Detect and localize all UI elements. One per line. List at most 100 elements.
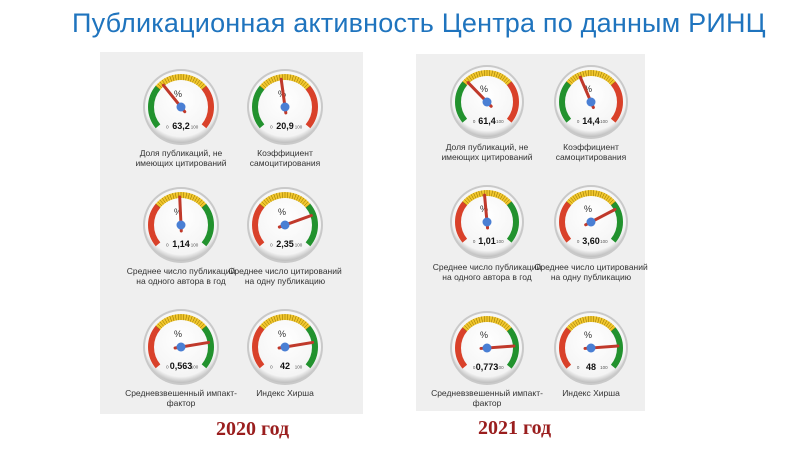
gauge-value: 3,60 — [582, 236, 600, 246]
gauge-unit: % — [174, 89, 182, 99]
gauge-min: 0 — [473, 119, 476, 124]
gauge-tick — [582, 71, 585, 77]
gauge-unit: % — [480, 204, 488, 214]
gauge-hub — [482, 97, 492, 107]
gauge-band — [559, 327, 572, 369]
gauge-tick — [177, 74, 179, 81]
gauge-value: 61,4 — [478, 116, 496, 126]
gauge-tick — [155, 85, 161, 90]
gauge-min: 0 — [270, 365, 273, 370]
gauge-band — [506, 327, 519, 369]
gauge-tick — [610, 327, 616, 332]
gauge-tick — [289, 192, 291, 199]
gauge-unit: % — [480, 84, 488, 94]
gauge-tick — [597, 191, 600, 197]
gauge-tick — [196, 79, 201, 86]
gauge-band — [148, 325, 161, 369]
gauge-tick — [159, 321, 164, 327]
gauge-tick — [194, 318, 198, 324]
gauge-tick — [483, 70, 485, 77]
gauge-tick — [259, 85, 265, 90]
gauge-tick — [270, 316, 274, 323]
gauge-band — [252, 325, 265, 369]
gauge-tick — [593, 190, 595, 197]
gauge-tick — [491, 70, 493, 77]
gauge-value: 0,563 — [170, 361, 193, 371]
gauge-tick — [499, 320, 504, 326]
gauge-tick — [587, 70, 589, 77]
gauge-tick — [468, 321, 473, 327]
gauge-tick — [499, 194, 504, 200]
gauge-tick — [489, 316, 491, 323]
gauge-tick — [302, 321, 307, 327]
gauge-tick — [298, 78, 302, 84]
gauge-tick — [481, 316, 483, 323]
gauge-tick — [166, 194, 170, 201]
gauge-tick — [582, 317, 585, 323]
gauge-tick — [574, 320, 579, 326]
gauge-tick — [475, 71, 479, 78]
gauge-tick — [303, 201, 309, 207]
gauge-tick — [607, 197, 612, 203]
gauge-hub — [586, 217, 596, 227]
gauge-tick — [585, 316, 587, 323]
gauge-tick — [566, 201, 572, 206]
gauge-value: 48 — [586, 362, 596, 372]
gauge: % 0 100 63,2 Доля публикаций, не имеющих цит… — [116, 68, 246, 168]
gauge-tick — [187, 193, 190, 199]
gauge-tick — [199, 83, 205, 89]
gauge-tick — [296, 194, 300, 201]
gauge-tick — [302, 81, 307, 87]
gauge-band — [148, 203, 161, 247]
gauge-tick — [501, 321, 506, 327]
gauge-tick — [570, 77, 575, 83]
gauge: % 0 100 2,35 Среднее число цитирований на од… — [220, 186, 350, 286]
gauge-tick — [489, 190, 491, 197]
gauge-tick — [199, 323, 205, 329]
gauge-unit: % — [584, 330, 592, 340]
gauge-tick — [568, 79, 573, 84]
gauge-max: 100 — [295, 125, 303, 130]
gauge-hub — [482, 217, 492, 227]
gauge-tick — [466, 77, 471, 83]
gauge-band — [305, 203, 318, 247]
gauge-tick — [291, 315, 294, 321]
gauge-tick — [293, 193, 297, 200]
gauge-max: 100 — [600, 119, 608, 124]
gauge-tick — [466, 197, 471, 203]
gauge-tick — [585, 190, 587, 197]
gauge-tick — [194, 196, 198, 202]
gauge-value: 0,773 — [476, 362, 499, 372]
gauge-label: Индекс Хирша — [256, 388, 314, 398]
gauge-tick — [189, 315, 193, 322]
gauge-max: 100 — [496, 239, 504, 244]
gauge-tick — [572, 195, 577, 201]
gauge-tick — [483, 316, 485, 323]
gauge-max: 100 — [600, 239, 608, 244]
gauge-label: Доля публикаций, не имеющих цитирований — [441, 142, 533, 162]
gauge-tick — [265, 79, 270, 86]
gauge-tick — [464, 325, 469, 330]
gauge-tick — [601, 192, 605, 199]
gauge-tick — [169, 75, 173, 82]
gauge-band — [610, 201, 623, 243]
gauge-tick — [273, 193, 277, 200]
gauge-tick — [505, 79, 510, 84]
gauge-tick — [175, 74, 177, 81]
gauge-band — [455, 201, 468, 243]
gauge-value: 1,14 — [172, 239, 190, 249]
gauge-tick — [587, 190, 589, 197]
gauge-tick — [172, 315, 175, 321]
gauge-tick — [566, 327, 572, 332]
gauge-tick — [169, 193, 173, 200]
gauge-tick — [595, 70, 597, 77]
gauge-tick — [279, 314, 281, 321]
gauge-tick — [300, 319, 305, 326]
gauge-tick — [164, 318, 168, 324]
gauge-tick — [183, 192, 185, 199]
